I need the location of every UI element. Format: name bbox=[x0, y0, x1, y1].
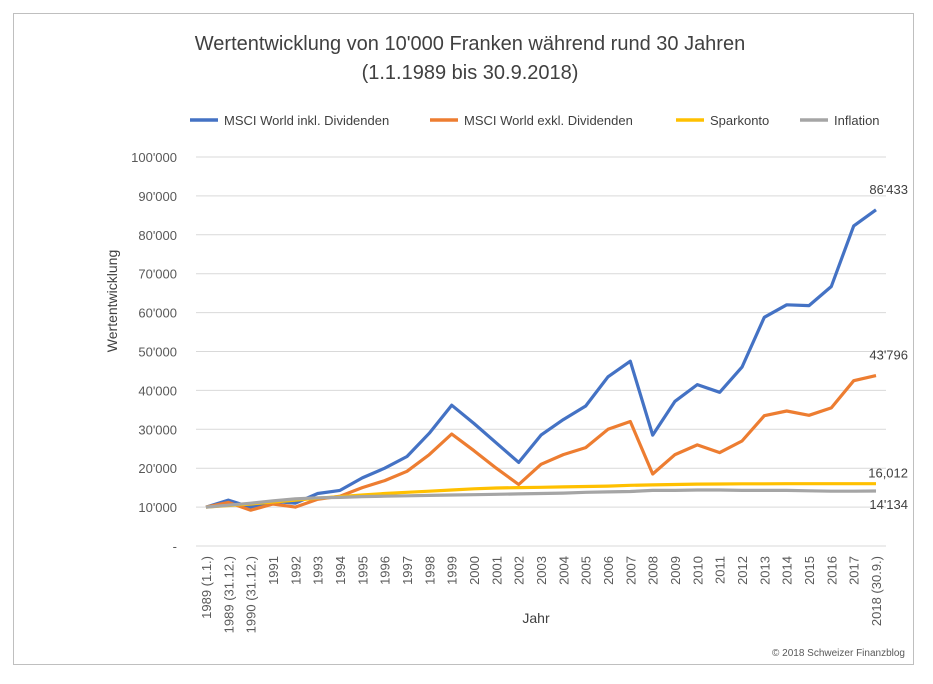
y-tick-label: 70'000 bbox=[138, 267, 177, 282]
data-labels: 86'433 43'796 16,012 14'134 bbox=[868, 182, 908, 512]
x-tick-label: 1997 bbox=[400, 556, 415, 585]
y-tick-label: 100'000 bbox=[131, 150, 177, 165]
x-tick-label: 2013 bbox=[757, 556, 772, 585]
x-tick-label: 2003 bbox=[534, 556, 549, 585]
x-tick-label: 2008 bbox=[646, 556, 661, 585]
x-tick-label: 1999 bbox=[445, 556, 460, 585]
x-tick-label: 1989 (31.12.) bbox=[221, 556, 236, 633]
x-tick-label: 2006 bbox=[601, 556, 616, 585]
end-data-label: 16,012 bbox=[868, 466, 908, 481]
legend-label: Sparkonto bbox=[710, 113, 769, 128]
x-tick-label: 2000 bbox=[467, 556, 482, 585]
y-tick-label: 90'000 bbox=[138, 189, 177, 204]
x-tick-label: 2010 bbox=[690, 556, 705, 585]
chart-border bbox=[13, 13, 914, 665]
x-tick-label: 2011 bbox=[713, 556, 728, 584]
end-data-label: 43'796 bbox=[869, 348, 908, 363]
x-tick-labels: 1989 (1.1.) 1989 (31.12.) 1990 (31.12.) 199… bbox=[199, 556, 884, 633]
x-tick-label: 2007 bbox=[623, 556, 638, 585]
gridlines: - 10'000 20'000 30'000 40'000 50'000 60'000 70'… bbox=[131, 150, 886, 554]
x-tick-label: 2004 bbox=[556, 556, 571, 585]
x-tick-label: 2018 (30.9.) bbox=[869, 556, 884, 626]
y-tick-label: 80'000 bbox=[138, 228, 177, 243]
x-axis-label: Jahr bbox=[522, 610, 550, 626]
x-tick-label: 1998 bbox=[422, 556, 437, 585]
legend-label: Inflation bbox=[834, 113, 880, 128]
chart-title: Wertentwicklung von 10'000 Franken währe… bbox=[195, 33, 745, 55]
x-tick-label: 2001 bbox=[489, 556, 504, 585]
end-data-label: 14'134 bbox=[869, 497, 908, 512]
y-tick-label: 50'000 bbox=[138, 345, 177, 360]
y-tick-label: 30'000 bbox=[138, 422, 177, 437]
x-tick-label: 2017 bbox=[847, 556, 862, 585]
x-tick-label: 2009 bbox=[668, 556, 683, 585]
x-tick-label: 1989 (1.1.) bbox=[199, 556, 214, 619]
x-tick-label: 1992 bbox=[288, 556, 303, 585]
legend: MSCI World inkl. Dividenden MSCI World ex… bbox=[190, 113, 880, 128]
chart-subtitle: (1.1.1989 bis 30.9.2018) bbox=[362, 62, 579, 84]
x-tick-label: 2016 bbox=[824, 556, 839, 585]
copyright-footer: © 2018 Schweizer Finanzblog bbox=[772, 648, 905, 659]
x-tick-label: 2005 bbox=[579, 556, 594, 585]
x-tick-label: 2002 bbox=[512, 556, 527, 585]
legend-label: MSCI World inkl. Dividenden bbox=[224, 113, 389, 128]
y-tick-label: 10'000 bbox=[138, 500, 177, 515]
y-tick-label: 20'000 bbox=[138, 461, 177, 476]
x-tick-label: 1995 bbox=[355, 556, 370, 585]
y-tick-label: 60'000 bbox=[138, 306, 177, 321]
x-tick-label: 1990 (31.12.) bbox=[244, 556, 259, 633]
end-data-label: 86'433 bbox=[869, 182, 908, 197]
x-tick-label: 2012 bbox=[735, 556, 750, 585]
x-tick-label: 1991 bbox=[266, 556, 281, 585]
x-tick-label: 1994 bbox=[333, 556, 348, 585]
series-lines bbox=[205, 208, 877, 512]
x-tick-label: 1993 bbox=[311, 556, 326, 585]
x-tick-label: 2014 bbox=[780, 556, 795, 585]
x-tick-label: 1996 bbox=[378, 556, 393, 585]
y-axis-label: Wertentwicklung bbox=[104, 250, 120, 352]
y-tick-label: - bbox=[173, 539, 177, 554]
x-tick-label: 2015 bbox=[802, 556, 817, 585]
y-tick-label: 40'000 bbox=[138, 383, 177, 398]
legend-label: MSCI World exkl. Dividenden bbox=[464, 113, 633, 128]
